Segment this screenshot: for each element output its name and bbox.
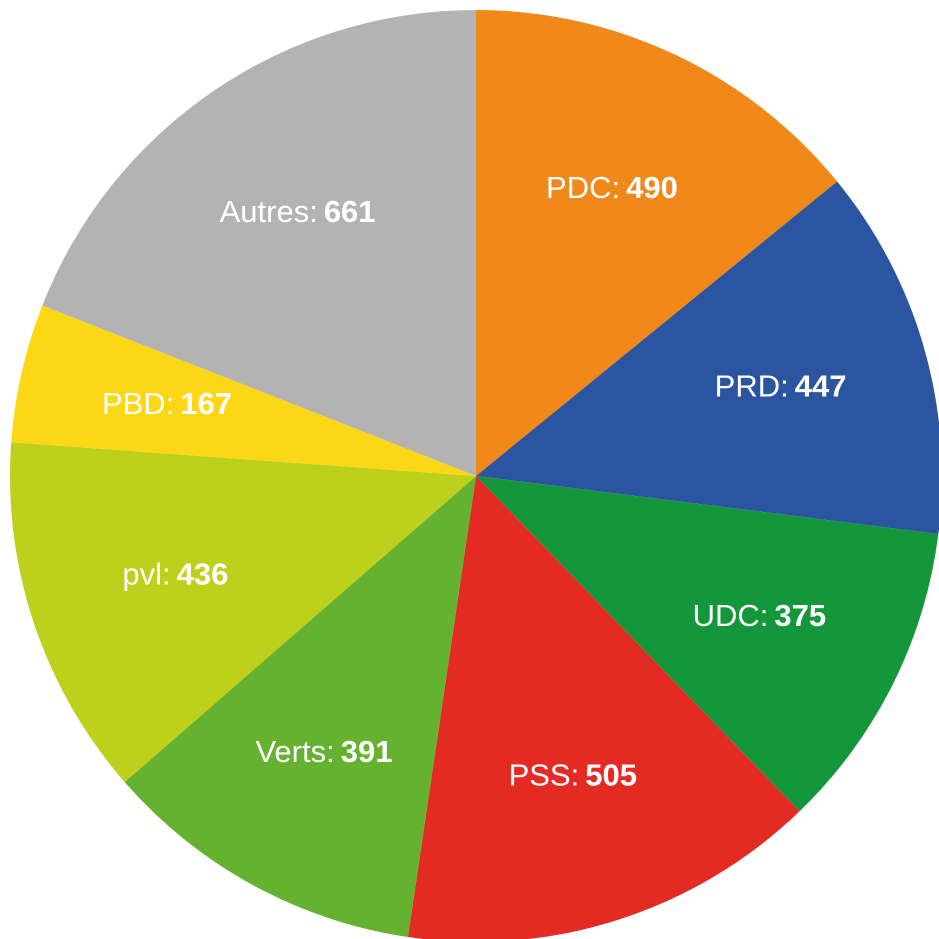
slice-label: pvl: 436 xyxy=(122,557,228,592)
slice-category: UDC: xyxy=(693,598,769,633)
slice-category: PSS: xyxy=(509,758,580,793)
slice-label: Autres: 661 xyxy=(220,194,376,229)
pie-slice xyxy=(124,476,477,938)
slice-value: 391 xyxy=(341,734,393,769)
pie-slice xyxy=(10,442,477,783)
slice-label: PDC: 490 xyxy=(546,170,678,205)
slice-label: PBD: 167 xyxy=(102,386,232,421)
pie-slice xyxy=(476,181,939,535)
slice-value: 375 xyxy=(774,598,826,633)
slice-label: UDC: 375 xyxy=(693,598,827,633)
pie-slice xyxy=(476,476,939,812)
slice-category: PDC: xyxy=(546,170,620,205)
slice-value: 490 xyxy=(626,170,678,205)
slice-value: 436 xyxy=(177,557,229,592)
pie-slice xyxy=(407,476,800,939)
slice-category: Verts: xyxy=(255,734,334,769)
slice-category: PBD: xyxy=(102,386,174,421)
slice-value: 167 xyxy=(180,386,232,421)
slice-category: pvl: xyxy=(122,557,170,592)
slice-label: PRD: 447 xyxy=(715,369,847,404)
slice-category: Autres: xyxy=(220,194,318,229)
pie-slice xyxy=(42,10,476,476)
pie-slice xyxy=(476,10,838,476)
slice-value: 505 xyxy=(585,758,637,793)
slice-value: 661 xyxy=(324,194,376,229)
slice-value: 447 xyxy=(795,369,847,404)
slice-label: PSS: 505 xyxy=(509,758,637,793)
slice-category: PRD: xyxy=(715,369,789,404)
pie-slice xyxy=(11,305,476,476)
slice-label: Verts: 391 xyxy=(255,734,392,769)
